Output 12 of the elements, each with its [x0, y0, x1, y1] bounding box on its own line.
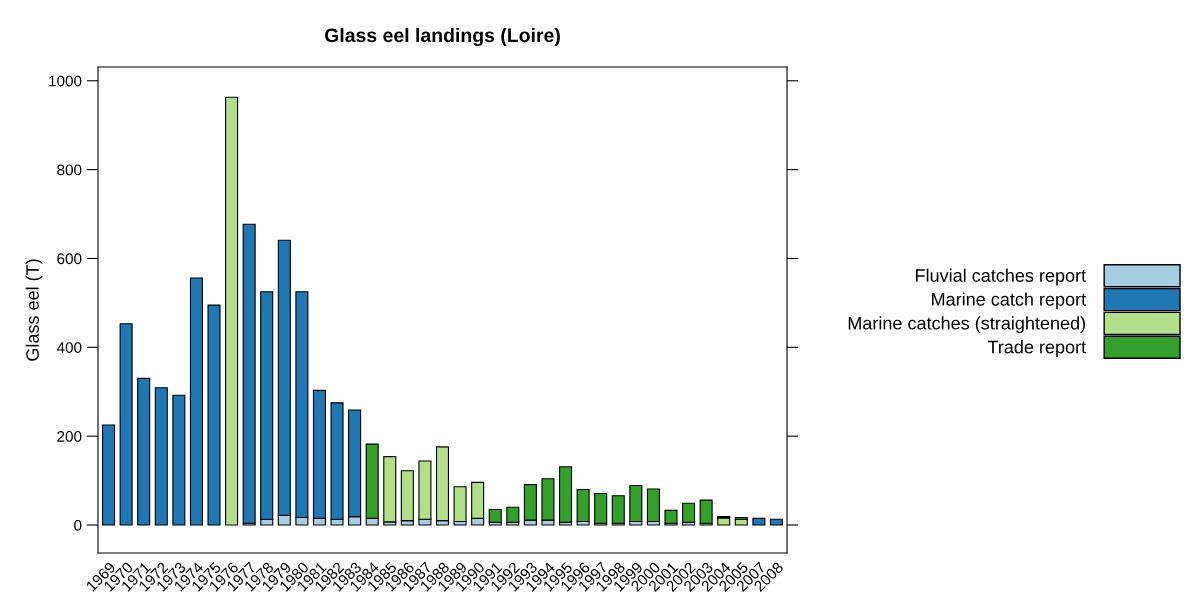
legend-label: Fluvial catches report: [916, 268, 1086, 286]
y-tick-label: 1000: [49, 75, 82, 87]
y-tick-label: 400: [56, 342, 82, 353]
legend-label: Trade report: [987, 340, 1086, 357]
y-tick-label: 0: [74, 519, 82, 531]
y-tick-label: 200: [57, 431, 82, 442]
y-tick-label: 600: [57, 253, 82, 265]
legend-label: Marine catches (straightened): [848, 316, 1086, 334]
legend-label: Marine catch report: [932, 292, 1086, 310]
y-tick-label: 800: [57, 164, 82, 176]
y-axis-title: Glass eel (T): [25, 259, 43, 361]
chart-title: Glass eel landings (Loire): [324, 27, 560, 47]
